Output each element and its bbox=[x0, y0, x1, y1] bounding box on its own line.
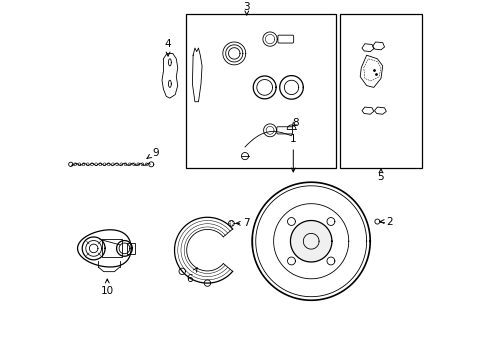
Text: 10: 10 bbox=[101, 279, 114, 296]
Text: 2: 2 bbox=[380, 217, 393, 226]
Text: 9: 9 bbox=[147, 148, 159, 158]
Text: 6: 6 bbox=[186, 268, 197, 284]
Bar bbox=[127, 243, 135, 254]
Bar bbox=[340, 14, 422, 168]
Text: 4: 4 bbox=[165, 40, 172, 56]
Text: 7: 7 bbox=[236, 219, 250, 228]
Text: 1: 1 bbox=[290, 134, 296, 172]
Text: 8: 8 bbox=[292, 118, 298, 128]
Bar bbox=[102, 239, 122, 257]
Text: 5: 5 bbox=[378, 169, 384, 182]
Text: 3: 3 bbox=[244, 2, 250, 15]
Circle shape bbox=[291, 220, 332, 262]
Bar bbox=[186, 14, 336, 168]
